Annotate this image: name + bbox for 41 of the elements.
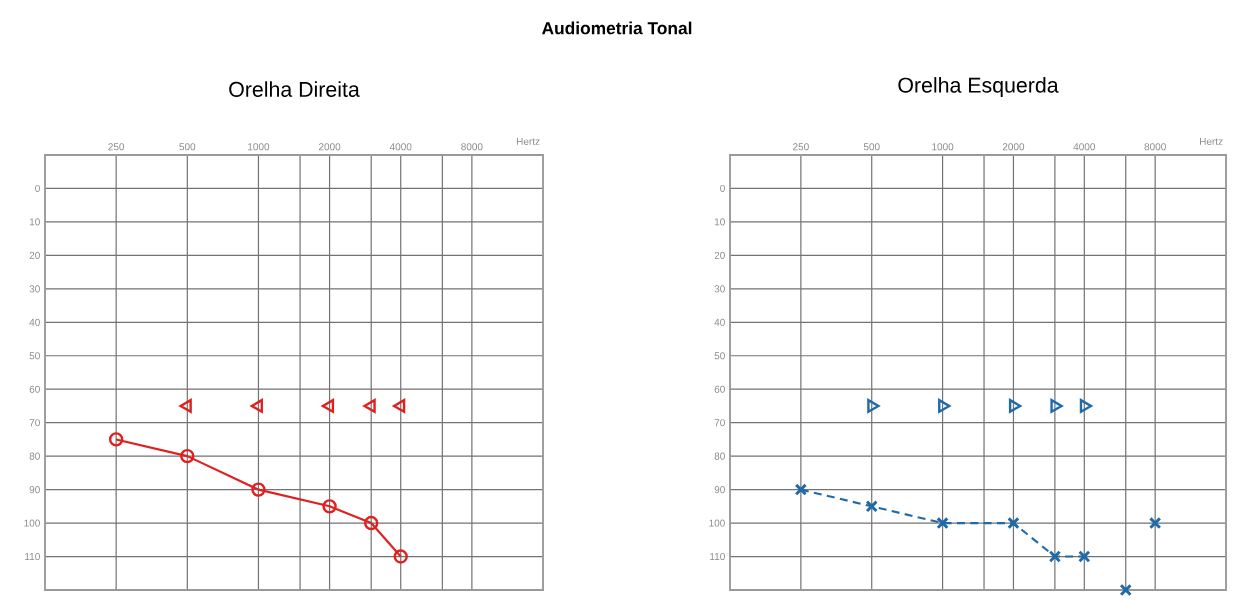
y-tick-label: 20 (714, 251, 725, 259)
y-tick-label: 100 (24, 519, 40, 527)
chart-title: Orelha Direita (229, 81, 360, 97)
x-tick-label: 8000 (1144, 143, 1166, 151)
x-tick-label: 4000 (389, 143, 412, 151)
y-tick-label: 90 (714, 486, 725, 494)
x-tick-label: 2000 (1002, 143, 1025, 151)
x-tick-label: 8000 (461, 143, 483, 151)
y-tick-label: 30 (29, 285, 40, 293)
y-tick-label: 70 (714, 419, 725, 427)
x-tick-label: 250 (793, 143, 809, 151)
y-tick-label: 20 (29, 251, 40, 259)
x-axis-title: Hertz (1200, 137, 1223, 145)
y-tick-label: 0 (720, 184, 725, 192)
y-tick-label: 60 (714, 385, 725, 393)
x-tick-label: 1000 (248, 143, 270, 151)
y-tick-label: 10 (714, 218, 725, 226)
x-tick-label: 2000 (318, 143, 341, 151)
y-tick-label: 80 (29, 452, 40, 460)
x-tick-label: 500 (179, 143, 196, 151)
y-tick-label: 40 (29, 318, 40, 326)
y-tick-label: 50 (29, 352, 40, 360)
x-tick-label: 500 (863, 143, 880, 151)
chart-title: Orelha Esquerda (898, 77, 1059, 97)
text: Audiometria Tonal (542, 21, 692, 35)
y-tick-label: 40 (714, 318, 725, 326)
y-tick-label: 110 (25, 552, 40, 561)
y-tick-label: 50 (714, 352, 725, 360)
x-axis-title: Hertz (516, 137, 540, 145)
y-tick-label: 0 (35, 184, 40, 192)
y-tick-label: 60 (29, 385, 40, 393)
y-tick-label: 70 (29, 419, 40, 427)
y-tick-label: 100 (709, 519, 725, 527)
y-tick-label: 80 (714, 452, 725, 460)
x-tick-label: 250 (108, 143, 125, 151)
y-tick-label: 10 (29, 218, 40, 226)
y-tick-label: 30 (714, 285, 725, 293)
y-tick-label: 90 (29, 486, 40, 494)
y-tick-label: 110 (710, 552, 725, 561)
x-tick-label: 4000 (1073, 143, 1096, 151)
x-tick-label: 1000 (932, 143, 954, 151)
